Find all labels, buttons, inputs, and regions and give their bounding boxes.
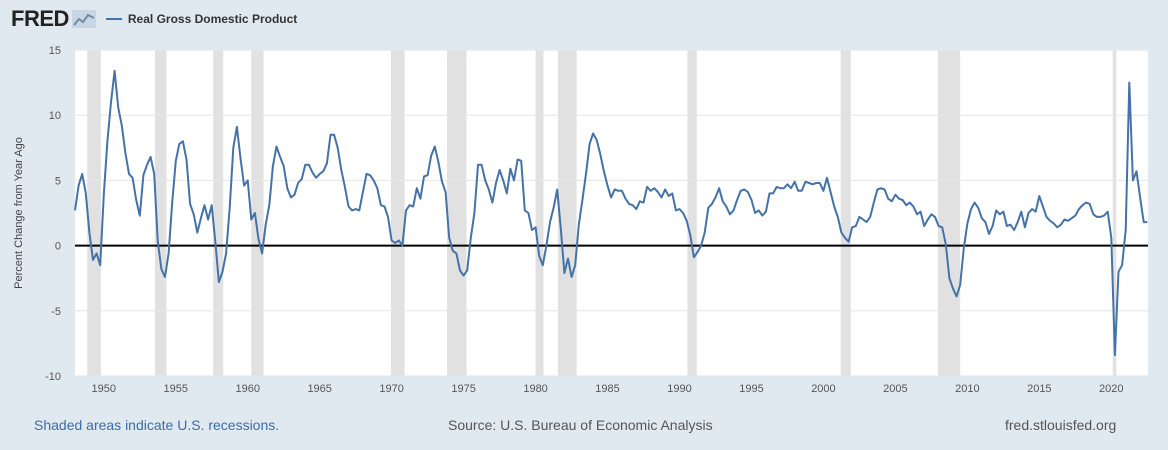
recession-band bbox=[1112, 50, 1117, 376]
chart-line-icon bbox=[71, 10, 96, 28]
x-tick-label: 2000 bbox=[811, 383, 835, 395]
x-tick-label: 1985 bbox=[595, 383, 619, 395]
fred-logo[interactable]: FRED bbox=[11, 6, 69, 31]
recession-band bbox=[937, 50, 961, 376]
y-tick-label: -5 bbox=[51, 306, 61, 318]
x-tick-label: 1995 bbox=[739, 383, 763, 395]
x-tick-label: 1955 bbox=[164, 383, 188, 395]
x-tick-label: 1950 bbox=[92, 383, 116, 395]
recession-band bbox=[213, 50, 224, 376]
site-link[interactable]: fred.stlouisfed.org bbox=[1005, 417, 1117, 433]
recession-band bbox=[87, 50, 101, 376]
recession-band bbox=[251, 50, 264, 376]
y-axis-title: Percent Change from Year Ago bbox=[13, 137, 25, 289]
x-tick-label: 1990 bbox=[667, 383, 691, 395]
recession-band bbox=[154, 50, 167, 376]
recession-band bbox=[390, 50, 405, 376]
legend-swatch bbox=[105, 18, 122, 20]
recession-band bbox=[447, 50, 467, 376]
recession-band bbox=[687, 50, 697, 376]
recession-band bbox=[535, 50, 544, 376]
y-tick-label: 5 bbox=[55, 175, 61, 187]
x-tick-label: 2015 bbox=[1027, 383, 1051, 395]
x-tick-label: 2005 bbox=[883, 383, 907, 395]
x-tick-label: 1980 bbox=[523, 383, 547, 395]
series-line bbox=[74, 69, 1148, 357]
graph-header: FRED Real Gross Domestic Product bbox=[11, 6, 298, 31]
plot-area bbox=[75, 50, 1148, 376]
x-tick-label: 1965 bbox=[307, 383, 331, 395]
recession-band bbox=[557, 50, 577, 376]
y-tick-label: 10 bbox=[49, 110, 61, 122]
recessions-note[interactable]: Shaded areas indicate U.S. recessions. bbox=[34, 417, 280, 433]
x-tick-label: 2020 bbox=[1099, 383, 1123, 395]
x-tick-label: 1970 bbox=[379, 383, 403, 395]
source-note: Source: U.S. Bureau of Economic Analysis bbox=[448, 417, 713, 433]
recession-band bbox=[840, 50, 851, 376]
legend-label[interactable]: Real Gross Domestic Product bbox=[127, 12, 298, 26]
y-tick-label: -10 bbox=[45, 371, 61, 383]
y-tick-label: 0 bbox=[55, 241, 61, 253]
x-tick-label: 1975 bbox=[451, 383, 475, 395]
y-tick-label: 15 bbox=[49, 45, 61, 57]
x-tick-label: 1960 bbox=[235, 383, 259, 395]
x-tick-label: 2010 bbox=[955, 383, 979, 395]
